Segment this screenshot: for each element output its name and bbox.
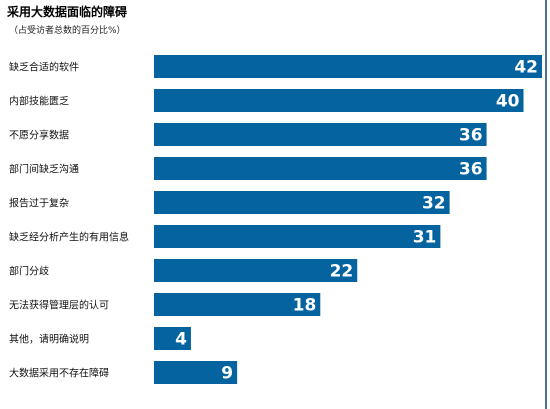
bar: [154, 361, 238, 384]
bar: [154, 191, 450, 214]
category-label: 部门分歧: [9, 265, 49, 278]
bar: [154, 259, 358, 282]
bar: [154, 327, 191, 350]
value-label: 36: [459, 160, 483, 180]
bar: [154, 225, 441, 248]
value-label: 36: [459, 126, 483, 146]
value-label: 22: [330, 262, 354, 282]
value-label: 9: [221, 364, 233, 384]
value-label: 18: [293, 296, 317, 316]
category-label: 缺乏经分析产生的有用信息: [9, 231, 129, 244]
value-label: 40: [496, 92, 520, 112]
bar: [154, 123, 487, 146]
bar: [154, 89, 524, 112]
chart-subtitle: （占受访者总数的百分比%）: [9, 26, 126, 36]
category-label: 内部技能匮乏: [9, 95, 69, 108]
category-label: 报告过于复杂: [9, 197, 69, 210]
category-label: 部门间缺乏沟通: [9, 163, 79, 176]
value-label: 42: [514, 58, 538, 78]
category-label: 无法获得管理层的认可: [9, 299, 109, 312]
category-label: 缺乏合适的软件: [9, 61, 79, 74]
chart-title: 采用大数据面临的障碍: [7, 5, 128, 19]
value-label: 31: [413, 228, 437, 248]
category-label: 大数据采用不存在障碍: [9, 367, 109, 380]
value-label: 32: [422, 194, 446, 214]
bar: [154, 293, 321, 316]
category-label: 其他，请明确说明: [9, 333, 89, 346]
bar: [154, 157, 487, 180]
value-label: 4: [175, 330, 187, 350]
category-label: 不愿分享数据: [9, 129, 69, 142]
bar: [154, 55, 542, 78]
